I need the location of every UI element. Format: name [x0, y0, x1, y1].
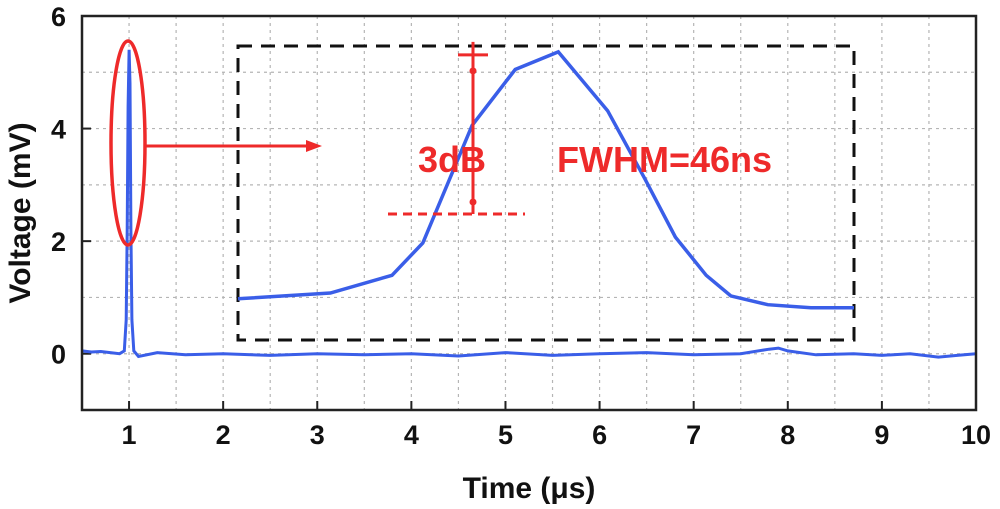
fwhm-annotation-label: FWHM=46ns	[557, 139, 772, 180]
x-tick-label: 2	[216, 420, 231, 450]
x-tick-label: 6	[592, 420, 607, 450]
x-tick-label: 3	[310, 420, 325, 450]
3db-annotation-label: 3dB	[418, 139, 486, 180]
x-tick-label: 10	[961, 420, 991, 450]
x-axis-title: Time (μs)	[463, 472, 596, 505]
x-tick-label: 4	[404, 420, 419, 450]
inset-pulse-line	[237, 49, 854, 310]
x-tick-label: 7	[686, 420, 701, 450]
y-tick-label: 6	[51, 2, 66, 32]
series-line-voltage	[81, 49, 977, 359]
x-tick-label: 5	[498, 420, 513, 450]
plot-frame	[80, 14, 978, 412]
grid-lines	[82, 15, 977, 411]
3db-span-bottom-dot	[469, 198, 477, 206]
inset-zoom-box	[236, 44, 856, 342]
3db-span-top-dot	[469, 67, 477, 75]
y-tick-label: 0	[51, 340, 66, 370]
x-tick-label: 1	[122, 420, 137, 450]
y-tick-label: 4	[51, 115, 66, 145]
peak-highlight-ellipse	[109, 39, 147, 247]
y-axis-ticks: 0 2 4 6	[51, 2, 91, 370]
x-axis-ticks: 1 2 3 4 5 6 7 8 9 10	[122, 401, 991, 450]
zoom-arrowhead	[306, 140, 322, 152]
y-axis-title: Voltage (mV)	[4, 122, 37, 303]
x-tick-label: 9	[874, 420, 889, 450]
x-tick-label: 8	[780, 420, 795, 450]
y-tick-label: 2	[51, 227, 66, 257]
